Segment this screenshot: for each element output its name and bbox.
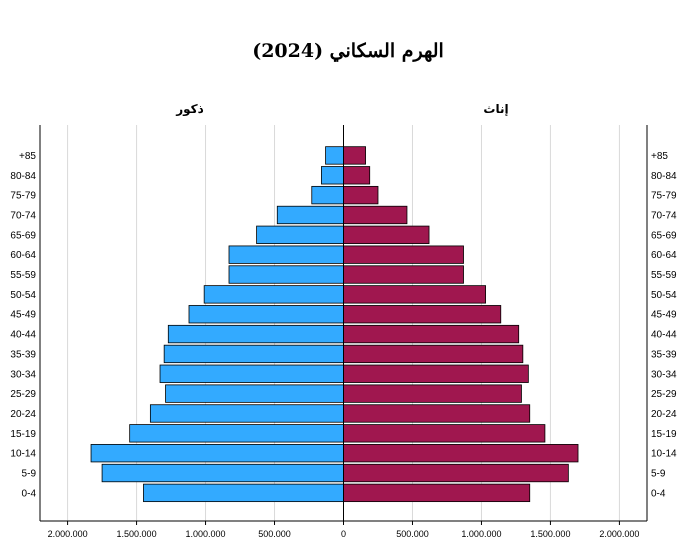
bar-right-55-59 bbox=[343, 265, 464, 284]
bar-right-35-39 bbox=[343, 344, 524, 364]
bar-right-0-4 bbox=[343, 483, 531, 503]
bar-left-80-84 bbox=[321, 166, 344, 185]
age-label-right: 0-4 bbox=[651, 488, 666, 499]
x-tick-label: 500.000 bbox=[396, 529, 429, 539]
bar-left-85+ bbox=[325, 146, 344, 165]
age-label-right: 10-14 bbox=[651, 449, 677, 460]
bar-left-55-59 bbox=[228, 265, 344, 284]
age-label-right: 40-44 bbox=[651, 330, 677, 341]
age-label-right: 25-29 bbox=[651, 389, 677, 400]
age-label-left: 25-29 bbox=[10, 389, 36, 400]
bars bbox=[90, 146, 579, 503]
age-label-right: 50-54 bbox=[651, 290, 677, 301]
age-label-left: 45-49 bbox=[10, 310, 36, 321]
age-label-left: 80-84 bbox=[10, 171, 36, 182]
x-tick-label: 2.000.000 bbox=[48, 529, 88, 539]
age-label-left: 60-64 bbox=[10, 250, 36, 261]
age-label-left: 0-4 bbox=[22, 488, 37, 499]
bar-right-65-69 bbox=[343, 225, 430, 244]
age-label-left: 5-9 bbox=[22, 469, 37, 480]
bar-left-5-9 bbox=[101, 463, 344, 483]
bar-left-60-64 bbox=[228, 245, 344, 264]
age-label-left: 10-14 bbox=[10, 449, 36, 460]
bar-right-80-84 bbox=[343, 166, 371, 185]
x-tick-label: 2.000.000 bbox=[599, 529, 639, 539]
bar-right-60-64 bbox=[343, 245, 464, 264]
chart-title: الهرم السكاني (2024) bbox=[252, 40, 444, 63]
age-label-right: 45-49 bbox=[651, 310, 677, 321]
age-label-right: 15-19 bbox=[651, 429, 677, 440]
age-label-right: 20-24 bbox=[651, 409, 677, 420]
age-label-right: 75-79 bbox=[651, 191, 677, 202]
bar-right-25-29 bbox=[343, 384, 522, 403]
bar-left-40-44 bbox=[167, 324, 344, 344]
age-label-right: 30-34 bbox=[651, 369, 677, 380]
bar-left-15-19 bbox=[129, 424, 344, 443]
x-tick-label: 1.000.000 bbox=[186, 529, 226, 539]
age-label-right: 5-9 bbox=[651, 469, 666, 480]
age-label-right: 65-69 bbox=[651, 230, 677, 241]
bar-right-5-9 bbox=[343, 463, 569, 483]
bar-left-65-69 bbox=[256, 225, 344, 244]
age-label-left: 70-74 bbox=[10, 210, 36, 221]
axis-labels: 0-4 0-4 5-9 5-9 10-14 10-14 15-19 15-19 20-24 20-… bbox=[10, 151, 677, 539]
x-tick-label: 1.000.000 bbox=[461, 529, 501, 539]
age-label-left: 75-79 bbox=[10, 191, 36, 202]
age-label-left: 15-19 bbox=[10, 429, 36, 440]
females-label: إناث bbox=[483, 102, 508, 116]
x-tick-label: 500.000 bbox=[258, 529, 291, 539]
age-label-left: 40-44 bbox=[10, 330, 36, 341]
bar-right-85+ bbox=[343, 146, 366, 165]
age-label-right: 60-64 bbox=[651, 250, 677, 261]
bar-left-20-24 bbox=[149, 404, 344, 423]
bar-left-35-39 bbox=[163, 344, 344, 364]
age-label-left: 35-39 bbox=[10, 349, 36, 360]
bar-right-10-14 bbox=[343, 444, 579, 463]
bar-left-10-14 bbox=[90, 444, 344, 463]
x-tick-label: 1.500.000 bbox=[530, 529, 570, 539]
bar-left-50-54 bbox=[203, 285, 344, 304]
bar-right-40-44 bbox=[343, 324, 520, 344]
bar-right-45-49 bbox=[343, 305, 502, 324]
age-label-right: 80-84 bbox=[651, 171, 677, 182]
bar-right-15-19 bbox=[343, 424, 546, 443]
x-tick-label: 0 bbox=[341, 529, 346, 539]
age-label-left: 65-69 bbox=[10, 230, 36, 241]
bar-left-75-79 bbox=[311, 185, 344, 205]
age-label-left: 30-34 bbox=[10, 369, 36, 380]
bar-right-70-74 bbox=[343, 205, 408, 225]
bar-right-50-54 bbox=[343, 285, 486, 304]
age-label-right: +85 bbox=[651, 151, 668, 162]
bar-left-30-34 bbox=[159, 364, 344, 383]
bar-left-0-4 bbox=[143, 483, 344, 503]
bar-left-45-49 bbox=[188, 305, 344, 324]
x-tick-label: 1.500.000 bbox=[117, 529, 157, 539]
age-label-right: 55-59 bbox=[651, 270, 677, 281]
age-label-left: 50-54 bbox=[10, 290, 36, 301]
age-label-right: 70-74 bbox=[651, 210, 677, 221]
plot-frame bbox=[39, 125, 648, 525]
age-label-left: 20-24 bbox=[10, 409, 36, 420]
bar-left-70-74 bbox=[276, 205, 344, 225]
bar-right-75-79 bbox=[343, 185, 379, 205]
age-label-left: +85 bbox=[19, 151, 36, 162]
age-label-left: 55-59 bbox=[10, 270, 36, 281]
bar-right-20-24 bbox=[343, 404, 531, 423]
males-label: ذكور bbox=[175, 102, 204, 117]
age-label-right: 35-39 bbox=[651, 349, 677, 360]
bar-right-30-34 bbox=[343, 364, 529, 383]
bar-left-25-29 bbox=[165, 384, 344, 403]
